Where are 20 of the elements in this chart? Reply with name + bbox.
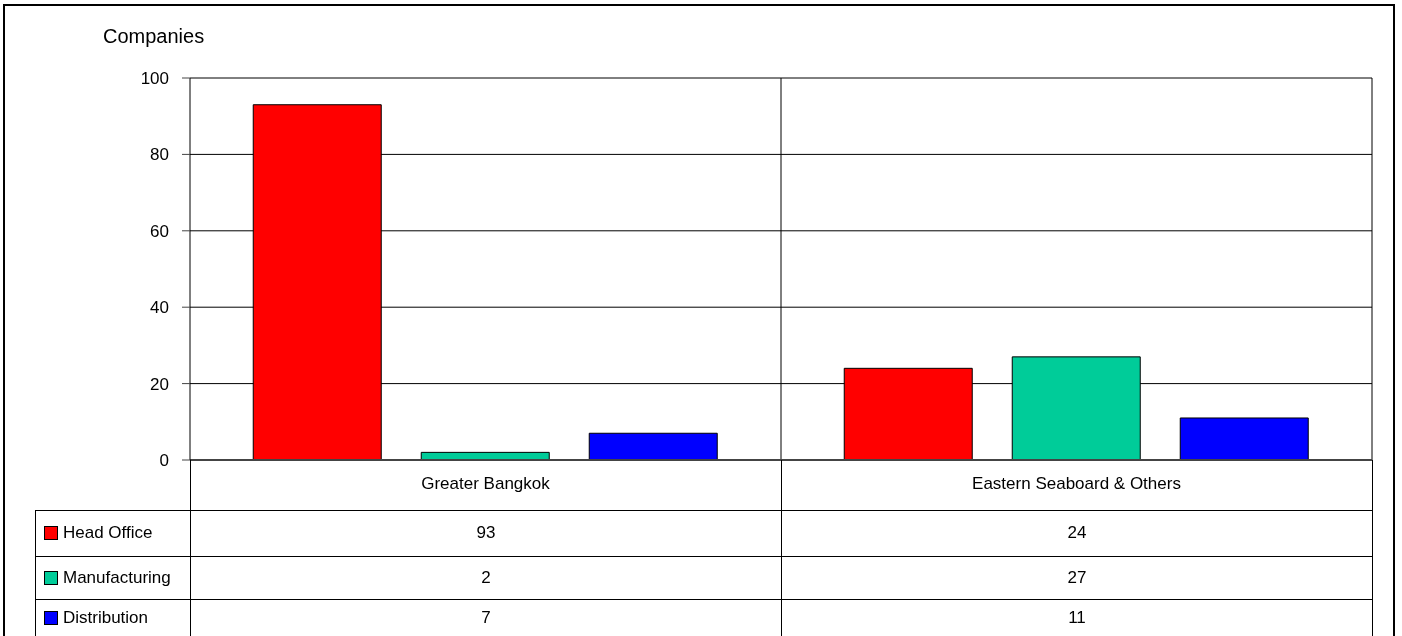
legend-label: Head Office	[63, 523, 153, 542]
y-tick-label: 100	[140, 69, 169, 89]
data-label: 7	[190, 599, 782, 636]
data-label: 27	[781, 556, 1373, 599]
y-tick-label: 60	[150, 221, 169, 241]
legend-label: Manufacturing	[63, 567, 171, 587]
x-tick-label: Eastern Seaboard & Others	[972, 474, 1181, 494]
y-axis-title: Companies	[103, 25, 205, 48]
bar	[588, 432, 718, 460]
y-tick-label: 40	[150, 298, 169, 318]
data-label: 93	[190, 510, 782, 556]
data-label: 2	[190, 556, 782, 599]
y-tick-label: 0	[159, 451, 169, 471]
y-tick-label: 20	[150, 374, 169, 394]
y-tick-label: 80	[150, 145, 169, 165]
x-tick-label: Greater Bangkok	[421, 474, 551, 494]
bar	[1179, 417, 1309, 460]
data-label: 24	[781, 510, 1373, 556]
data-label: 11	[781, 599, 1373, 636]
legend-label: Distribution	[63, 607, 149, 627]
